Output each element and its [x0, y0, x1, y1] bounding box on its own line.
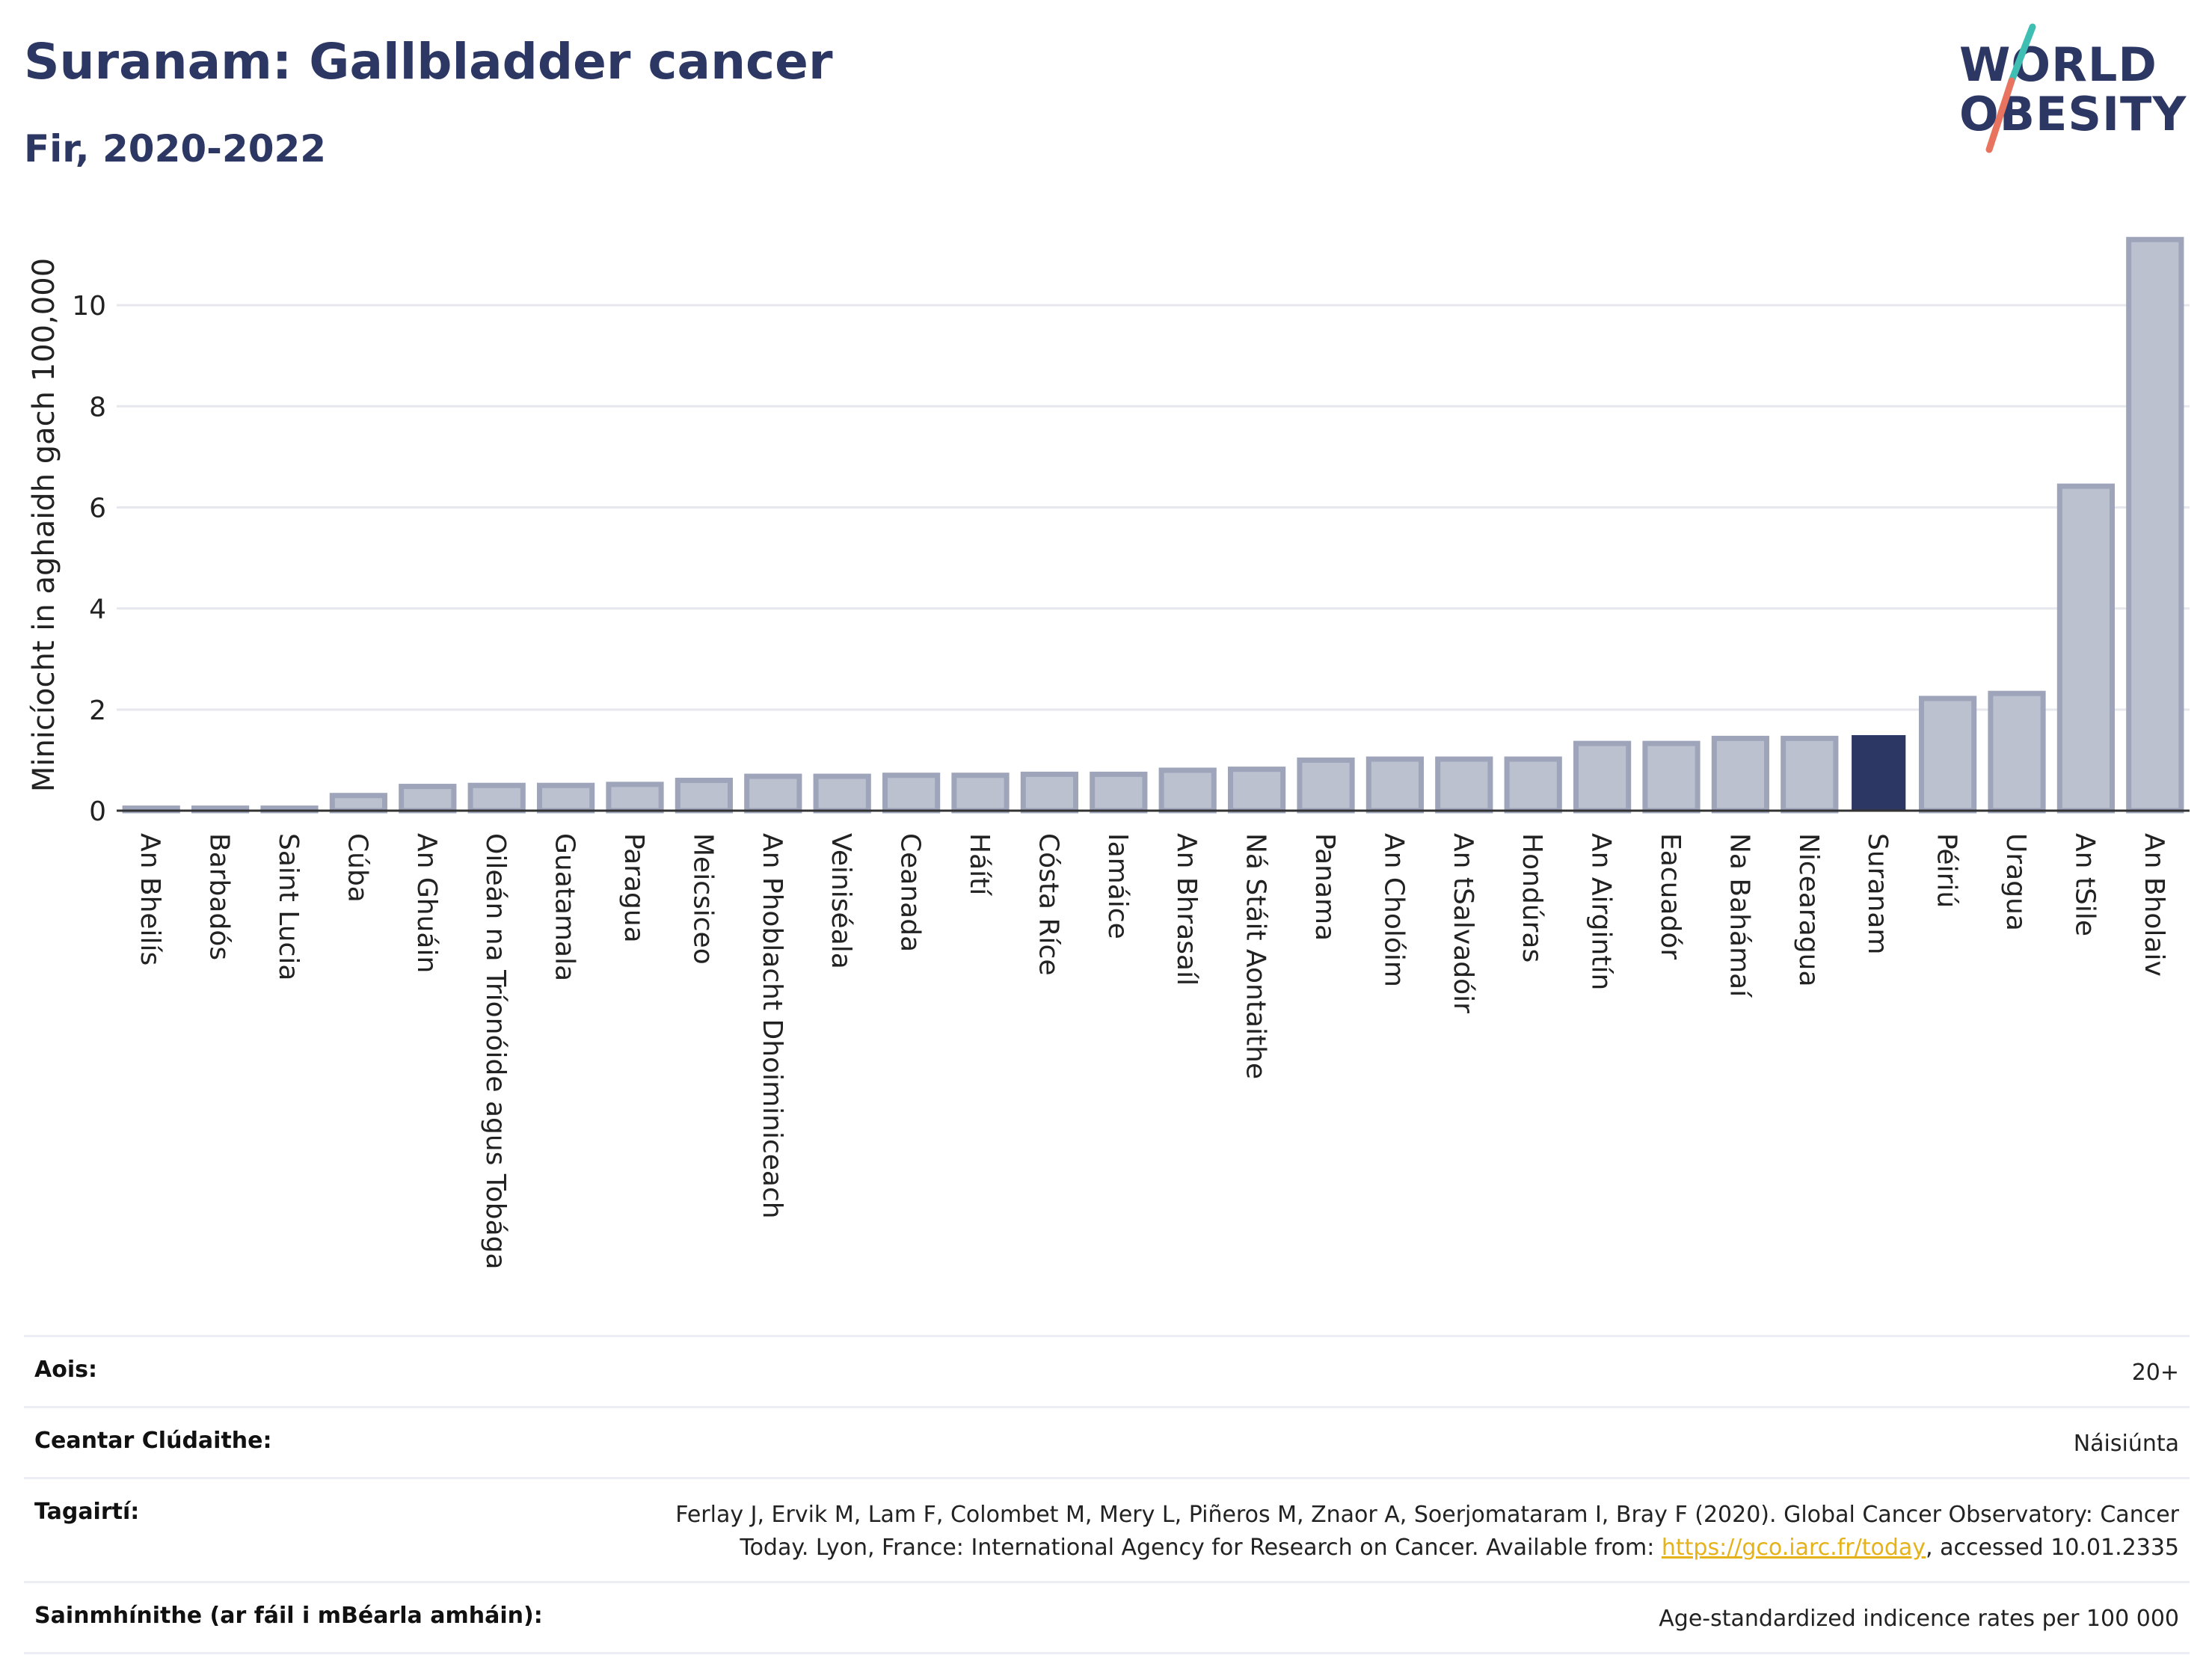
bars: [122, 236, 2184, 814]
logo-word-world: WORLD: [1959, 37, 2157, 92]
bar: [1297, 757, 1355, 814]
y-tick-label: 10: [72, 291, 106, 322]
x-category-label: Ná Stáit Aontaithe: [1241, 833, 1271, 1079]
logo-slash-icon: [1985, 23, 2036, 153]
grid-lines: [117, 304, 2190, 711]
bar: [1227, 767, 1286, 814]
x-category-label: Na Bahámaí: [1724, 833, 1754, 998]
x-category-label: Cúba: [342, 833, 372, 903]
y-axis-label: Minicíocht in aghaidh gach 100,000: [27, 258, 61, 792]
x-category-label: An Bhrasaíl: [1171, 833, 1202, 986]
info-label-definitions: Sainmhínithe (ar fáil i mBéarla amháin):: [34, 1603, 543, 1629]
x-category-label: Oileán na Tríonóide agus Tobága: [480, 833, 511, 1270]
x-category-label: Paragua: [618, 833, 649, 943]
bar: [744, 773, 802, 814]
x-category-label: An Bheilís: [135, 833, 165, 965]
x-category-label: Nicearagua: [1793, 833, 1824, 987]
chart-subtitle: Fir, 2020-2022: [24, 127, 327, 171]
bar: [1090, 771, 1148, 814]
bar: [1988, 690, 2046, 814]
bar: [951, 773, 1010, 814]
info-label-area: Ceantar Clúdaithe:: [34, 1428, 272, 1454]
x-category-label: Cósta Ríce: [1033, 833, 1063, 976]
x-category-label: An tSile: [2069, 833, 2100, 936]
y-tick-labels: 0 2 4 6 8 10: [72, 291, 106, 827]
bar: [536, 782, 595, 814]
bar: [2126, 236, 2184, 814]
y-tick-label: 8: [89, 392, 106, 423]
info-value-age: 20+: [2131, 1360, 2179, 1386]
x-category-label: Meicsiceo: [687, 833, 718, 965]
y-tick-label: 2: [89, 696, 106, 726]
bar: [1642, 740, 1701, 814]
x-category-label: Barbadós: [204, 833, 235, 960]
x-category-label: An Ghuáin: [411, 833, 442, 973]
bar-chart: 0 2 4 6 8 10 An Bheilís Barbadós Saint Lucia Cúb…: [27, 236, 2190, 1270]
y-tick-label: 4: [89, 595, 106, 625]
info-row-area: Ceantar Clúdaithe: Náisiúnta: [24, 1406, 2190, 1477]
x-category-label: An Phoblacht Dhoiminiceach: [757, 833, 787, 1219]
info-row-references: Tagairtí: Ferlay J, Ervik M, Lam F, Colo…: [24, 1477, 2190, 1581]
bar: [2056, 483, 2116, 814]
x-category-label: Suranam: [1862, 833, 1893, 954]
info-row-age: Aois: 20+: [24, 1335, 2190, 1406]
x-category-label: Guatamala: [550, 833, 580, 981]
bar: [1711, 735, 1770, 814]
chart-title: Suranam: Gallbladder cancer: [24, 33, 833, 90]
bar: [1158, 767, 1217, 814]
reference-link[interactable]: https://gco.iarc.fr/today: [1661, 1535, 1926, 1561]
reference-line-1: Ferlay J, Ervik M, Lam F, Colombet M, Me…: [675, 1502, 2179, 1528]
bar: [882, 773, 941, 814]
x-category-label: Eacuadór: [1655, 833, 1686, 959]
bar: [1365, 756, 1425, 814]
x-category-labels: An Bheilís Barbadós Saint Lucia Cúba An Ghuá…: [135, 833, 2169, 1270]
bar: [399, 784, 457, 814]
bar: [467, 782, 526, 814]
x-category-label: Péiriú: [1932, 833, 1962, 908]
x-category-label: An tSalvadóir: [1448, 833, 1478, 1013]
info-value-references: Ferlay J, Ervik M, Lam F, Colombet M, Me…: [675, 1499, 2179, 1565]
bar: [329, 793, 388, 814]
info-value-area: Náisiúnta: [2073, 1431, 2179, 1457]
bar: [1020, 771, 1079, 814]
x-category-label: Uragua: [2000, 833, 2031, 931]
y-tick-label: 6: [89, 493, 106, 523]
info-value-definitions: Age-standardized indicence rates per 100…: [1659, 1606, 2179, 1632]
bar: [1504, 756, 1562, 814]
bar: [606, 782, 664, 814]
x-category-label: Iamáice: [1102, 833, 1133, 939]
bar: [1918, 696, 1977, 814]
x-category-label: An Cholóim: [1378, 833, 1409, 987]
info-label-age: Aois:: [34, 1357, 97, 1383]
x-category-label: Ceanada: [895, 833, 926, 952]
y-tick-label: 0: [89, 796, 106, 827]
info-table: Aois: 20+ Ceantar Clúdaithe: Náisiúnta T…: [24, 1335, 2190, 1654]
x-category-label: Háítí: [964, 833, 995, 896]
bar: [1781, 735, 1839, 814]
x-category-label: Hondúras: [1517, 833, 1547, 962]
x-category-label: An Bholaiv: [2139, 833, 2169, 977]
reference-line-2-pre: Today. Lyon, France: International Agenc…: [740, 1535, 1662, 1561]
info-label-references: Tagairtí:: [34, 1499, 140, 1525]
bar: [813, 773, 871, 814]
bar: [1573, 740, 1632, 814]
x-category-label: An Airgintín: [1586, 833, 1617, 990]
bar: [675, 777, 734, 814]
x-category-label: Panama: [1309, 833, 1340, 941]
x-category-label: Veiniséala: [826, 833, 856, 969]
bar-highlight: [1852, 734, 1906, 811]
info-row-definitions: Sainmhínithe (ar fáil i mBéarla amháin):…: [24, 1581, 2190, 1654]
world-obesity-logo: WORLD OBESITY: [1944, 21, 2191, 163]
reference-line-2-post: , accessed 10.01.2335: [1926, 1535, 2179, 1561]
bar: [1435, 756, 1493, 814]
x-category-label: Saint Lucia: [273, 833, 304, 980]
